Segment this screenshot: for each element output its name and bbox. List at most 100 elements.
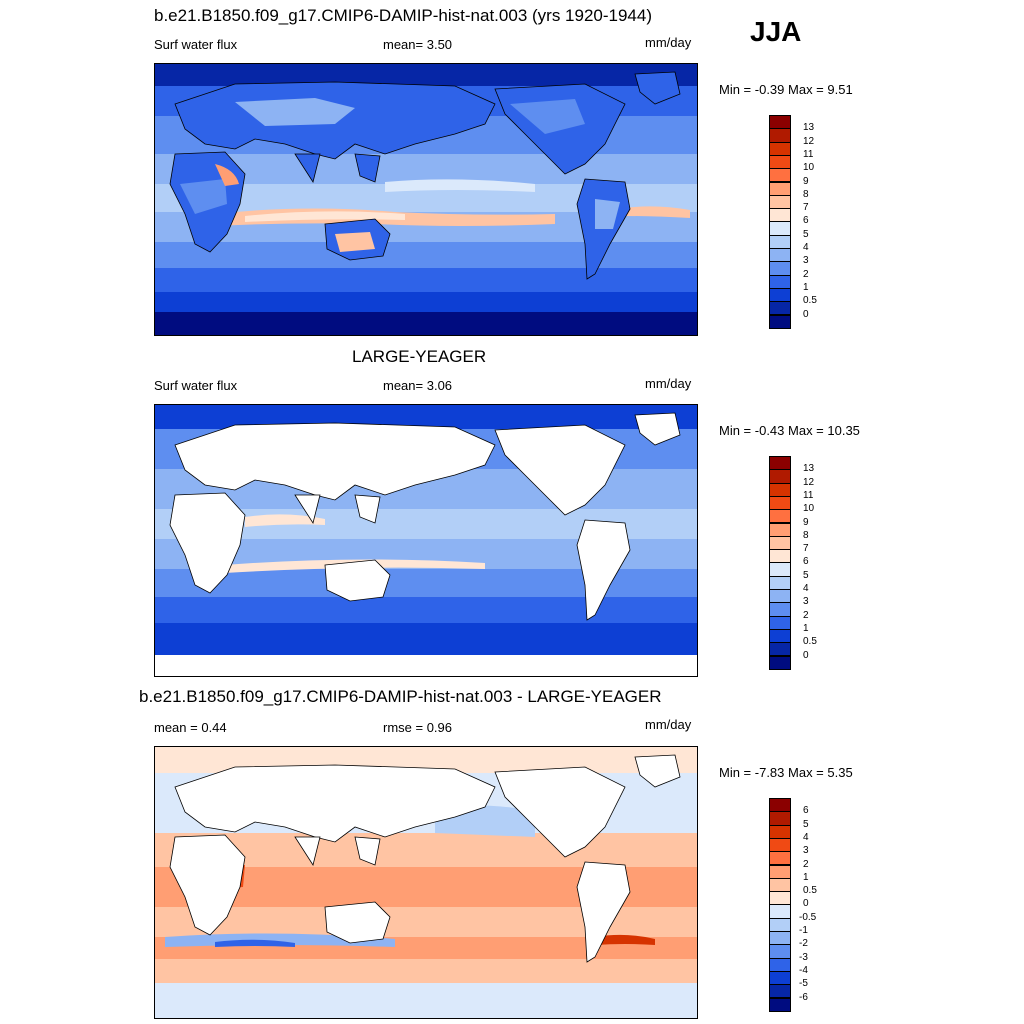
colorbar-swatch xyxy=(769,904,791,919)
colorbar-swatch xyxy=(769,549,791,564)
colorbar-tick-label: 11 xyxy=(803,148,814,160)
colorbar-tick-label: 1 xyxy=(803,622,809,634)
colorbar-swatch xyxy=(769,589,791,604)
colorbar-swatch xyxy=(769,287,791,303)
panel2-units-label: mm/day xyxy=(645,376,692,391)
colorbar-tick-label: -6 xyxy=(799,991,808,1003)
colorbar-swatch xyxy=(769,655,791,670)
colorbar-swatch xyxy=(769,851,791,866)
season-label: JJA xyxy=(750,16,802,47)
colorbar-swatch xyxy=(769,575,791,590)
colorbar-tick-label: 3 xyxy=(803,845,809,857)
colorbar-tick-label: 0.5 xyxy=(803,295,817,307)
panel1-minmax-label: Min = -0.39 Max = 9.51 xyxy=(719,82,853,97)
colorbar-swatch xyxy=(769,154,791,170)
colorbar-tick-label: -2 xyxy=(799,938,808,950)
panel2-minmax-label: Min = -0.43 Max = 10.35 xyxy=(719,423,860,438)
panel3-mean-label: mean = 0.44 xyxy=(154,720,227,735)
panel2-map-svg xyxy=(155,405,697,676)
colorbar-tick-label: 11 xyxy=(803,489,814,501)
colorbar-swatch xyxy=(769,274,791,289)
panel1-colorbar: 13 12 11 10 9 8 7 6 5 4 3 2 1 0.5 0 xyxy=(769,115,889,330)
colorbar-tick-label: -4 xyxy=(799,964,808,976)
colorbar-tick-label: 5 xyxy=(803,569,809,581)
colorbar-swatch xyxy=(769,234,791,249)
colorbar-swatch xyxy=(769,984,791,999)
colorbar-swatch xyxy=(769,261,791,276)
colorbar-tick-label: 5 xyxy=(803,818,809,830)
colorbar-swatch xyxy=(769,562,791,577)
colorbar-swatch xyxy=(769,877,791,893)
panel3-rmse-label: rmse = 0.96 xyxy=(383,720,453,735)
colorbar-swatch xyxy=(769,824,791,839)
colorbar-swatch xyxy=(769,944,791,959)
colorbar-tick-label: -1 xyxy=(799,925,808,936)
colorbar-swatch xyxy=(769,509,791,524)
colorbar-tick-label: 10 xyxy=(803,162,815,174)
colorbar-swatch xyxy=(769,141,791,156)
panel3-map xyxy=(154,746,698,1019)
colorbar-tick-label: 2 xyxy=(803,858,809,870)
panel1-map xyxy=(154,63,698,336)
colorbar-tick-label: 12 xyxy=(803,135,815,147)
colorbar-tick-label: -5 xyxy=(799,978,808,990)
colorbar-swatch xyxy=(769,456,791,471)
colorbar-swatch xyxy=(769,181,791,196)
colorbar-tick-label: -3 xyxy=(799,951,808,963)
colorbar-tick-label: -0.5 xyxy=(799,911,817,923)
colorbar-swatch xyxy=(769,864,791,879)
colorbar-tick-label: 0 xyxy=(803,308,809,320)
colorbar-swatch xyxy=(769,917,791,932)
panel3-map-svg xyxy=(155,747,697,1018)
colorbar-tick-label: 4 xyxy=(803,583,809,594)
colorbar-tick-label: 10 xyxy=(803,503,815,515)
colorbar-swatch xyxy=(769,522,791,537)
colorbar-swatch xyxy=(769,891,791,906)
colorbar-tick-label: 4 xyxy=(803,831,809,843)
colorbar-tick-label: 5 xyxy=(803,228,809,240)
colorbar-tick-label: 0.5 xyxy=(803,885,817,897)
panel2-variable-label: Surf water flux xyxy=(154,378,238,393)
colorbar-swatch xyxy=(769,208,791,223)
colorbar-swatch xyxy=(769,194,791,210)
panel3-colorbar: 6 5 4 3 2 1 0.5 0 -0.5 -1 -2 -3 -4 -5 -6 xyxy=(769,798,889,1013)
colorbar-tick-label: 6 xyxy=(803,805,809,817)
colorbar-swatch xyxy=(769,301,791,316)
colorbar-swatch xyxy=(769,314,791,329)
colorbar-tick-label: 3 xyxy=(803,596,809,608)
colorbar-swatch xyxy=(769,798,791,813)
colorbar-tick-label: 0 xyxy=(803,898,809,910)
panel1-variable-label: Surf water flux xyxy=(154,37,238,52)
colorbar-tick-label: 13 xyxy=(803,463,815,475)
colorbar-swatch xyxy=(769,811,791,826)
colorbar-tick-label: 0 xyxy=(803,649,809,661)
colorbar-swatch xyxy=(769,469,791,484)
colorbar-swatch xyxy=(769,248,791,263)
colorbar-swatch xyxy=(769,931,791,946)
panel1-title: b.e21.B1850.f09_g17.CMIP6-DAMIP-hist-nat… xyxy=(154,6,652,25)
colorbar-tick-label: 1 xyxy=(803,871,809,883)
colorbar-swatch xyxy=(769,615,791,630)
panel2-title: LARGE-YEAGER xyxy=(352,347,487,366)
colorbar-tick-label: 12 xyxy=(803,476,815,488)
colorbar-tick-label: 9 xyxy=(803,516,809,528)
colorbar-tick-label: 6 xyxy=(803,556,809,568)
colorbar-tick-label: 7 xyxy=(803,543,809,555)
colorbar-tick-label: 0.5 xyxy=(803,636,817,648)
panel3-units-label: mm/day xyxy=(645,717,692,732)
colorbar-swatch xyxy=(769,168,791,183)
panel1-map-svg xyxy=(155,64,697,335)
colorbar-swatch xyxy=(769,482,791,497)
colorbar-tick-label: 9 xyxy=(803,175,809,187)
colorbar-tick-label: 7 xyxy=(803,202,809,214)
colorbar-swatch xyxy=(769,115,791,130)
colorbar-swatch xyxy=(769,495,791,511)
colorbar-swatch xyxy=(769,642,791,657)
panel2-map xyxy=(154,404,698,677)
panel2-colorbar: 13 12 11 10 9 8 7 6 5 4 3 2 1 0.5 0 xyxy=(769,456,889,671)
colorbar-tick-label: 2 xyxy=(803,268,809,280)
colorbar-swatch xyxy=(769,602,791,617)
colorbar-swatch xyxy=(769,535,791,551)
panel1-units-label: mm/day xyxy=(645,35,692,50)
colorbar-tick-label: 4 xyxy=(803,242,809,253)
